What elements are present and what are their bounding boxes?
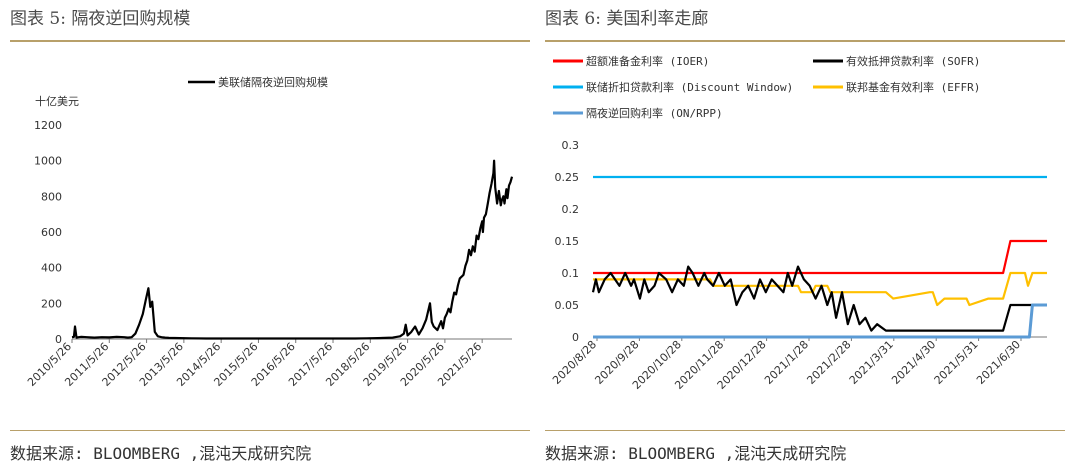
- left-y-tick-label: 600: [41, 226, 62, 239]
- left-panel: 图表 5: 隔夜逆回购规模 十亿美元 0 200 400 600 800 1000 1200 2…: [10, 0, 540, 470]
- left-figure-title: 图表 5: 隔夜逆回购规模: [10, 9, 191, 29]
- right-legend-label: 隔夜逆回购利率 (ON/RPP): [586, 106, 723, 120]
- right-source-note: 数据来源: BLOOMBERG ,混沌天成研究院: [545, 444, 847, 463]
- left-chart: 十亿美元0200400600800100012002010/5/262011/5…: [25, 75, 514, 389]
- right-series-line: [593, 303, 1047, 339]
- right-x-tick-label: 2021/3/31: [847, 338, 896, 387]
- left-source-note: 数据来源: BLOOMBERG ,混沌天成研究院: [10, 444, 312, 463]
- right-x-tick-label: 2021/1/28: [762, 338, 811, 387]
- right-x-tick-label: 2021/5/31: [932, 338, 981, 387]
- right-x-tick-label: 2021/2/28: [804, 338, 853, 387]
- right-figure-title: 图表 6: 美国利率走廊: [545, 9, 709, 29]
- left-unit-label: 十亿美元: [35, 94, 79, 108]
- left-y-tick-label: 800: [41, 190, 62, 203]
- right-legend-label: 联储折扣贷款利率 (Discount Window): [586, 80, 793, 94]
- left-title-rule: [10, 40, 530, 42]
- right-panel: 图表 6: 美国利率走廊 0 0.05 0.1 0.15 0.2 0.25 0.3 2020/…: [545, 0, 1075, 470]
- left-y-tick-label: 200: [41, 297, 62, 310]
- left-legend-label: 美联储隔夜逆回购规模: [218, 75, 328, 89]
- right-chart: 00.050.10.150.20.250.32020/8/282020/9/28…: [550, 54, 1047, 392]
- right-source-rule: [545, 430, 1065, 431]
- left-y-tick-label: 1200: [34, 119, 62, 132]
- right-y-tick-label: 0.3: [562, 139, 580, 152]
- right-y-tick-label: 0.1: [562, 267, 580, 280]
- left-source-rule: [10, 430, 530, 431]
- left-y-tick-label: 1000: [34, 155, 62, 168]
- right-y-tick-label: 0.05: [555, 299, 580, 312]
- right-title-rule: [545, 40, 1065, 42]
- right-x-tick-label: 2021/6/30: [974, 338, 1023, 387]
- right-legend-label: 联邦基金有效利率 (EFFR): [846, 80, 980, 94]
- right-legend-label: 超额准备金利率 (IOER): [586, 54, 709, 68]
- right-y-tick-label: 0.25: [555, 171, 580, 184]
- left-y-tick-label: 400: [41, 262, 62, 275]
- right-y-tick-label: 0: [572, 331, 579, 344]
- right-y-tick-label: 0.15: [555, 235, 580, 248]
- right-series-line: [591, 265, 1047, 332]
- right-series-line: [593, 239, 1047, 275]
- left-series-line: [71, 159, 514, 340]
- left-y-tick-label: 0: [55, 333, 62, 346]
- right-y-tick-label: 0.2: [562, 203, 580, 216]
- right-x-tick-label: 2020/8/28: [550, 338, 599, 387]
- right-x-tick-label: 2021/4/30: [889, 338, 938, 387]
- right-legend-label: 有效抵押贷款利率 (SOFR): [846, 54, 980, 68]
